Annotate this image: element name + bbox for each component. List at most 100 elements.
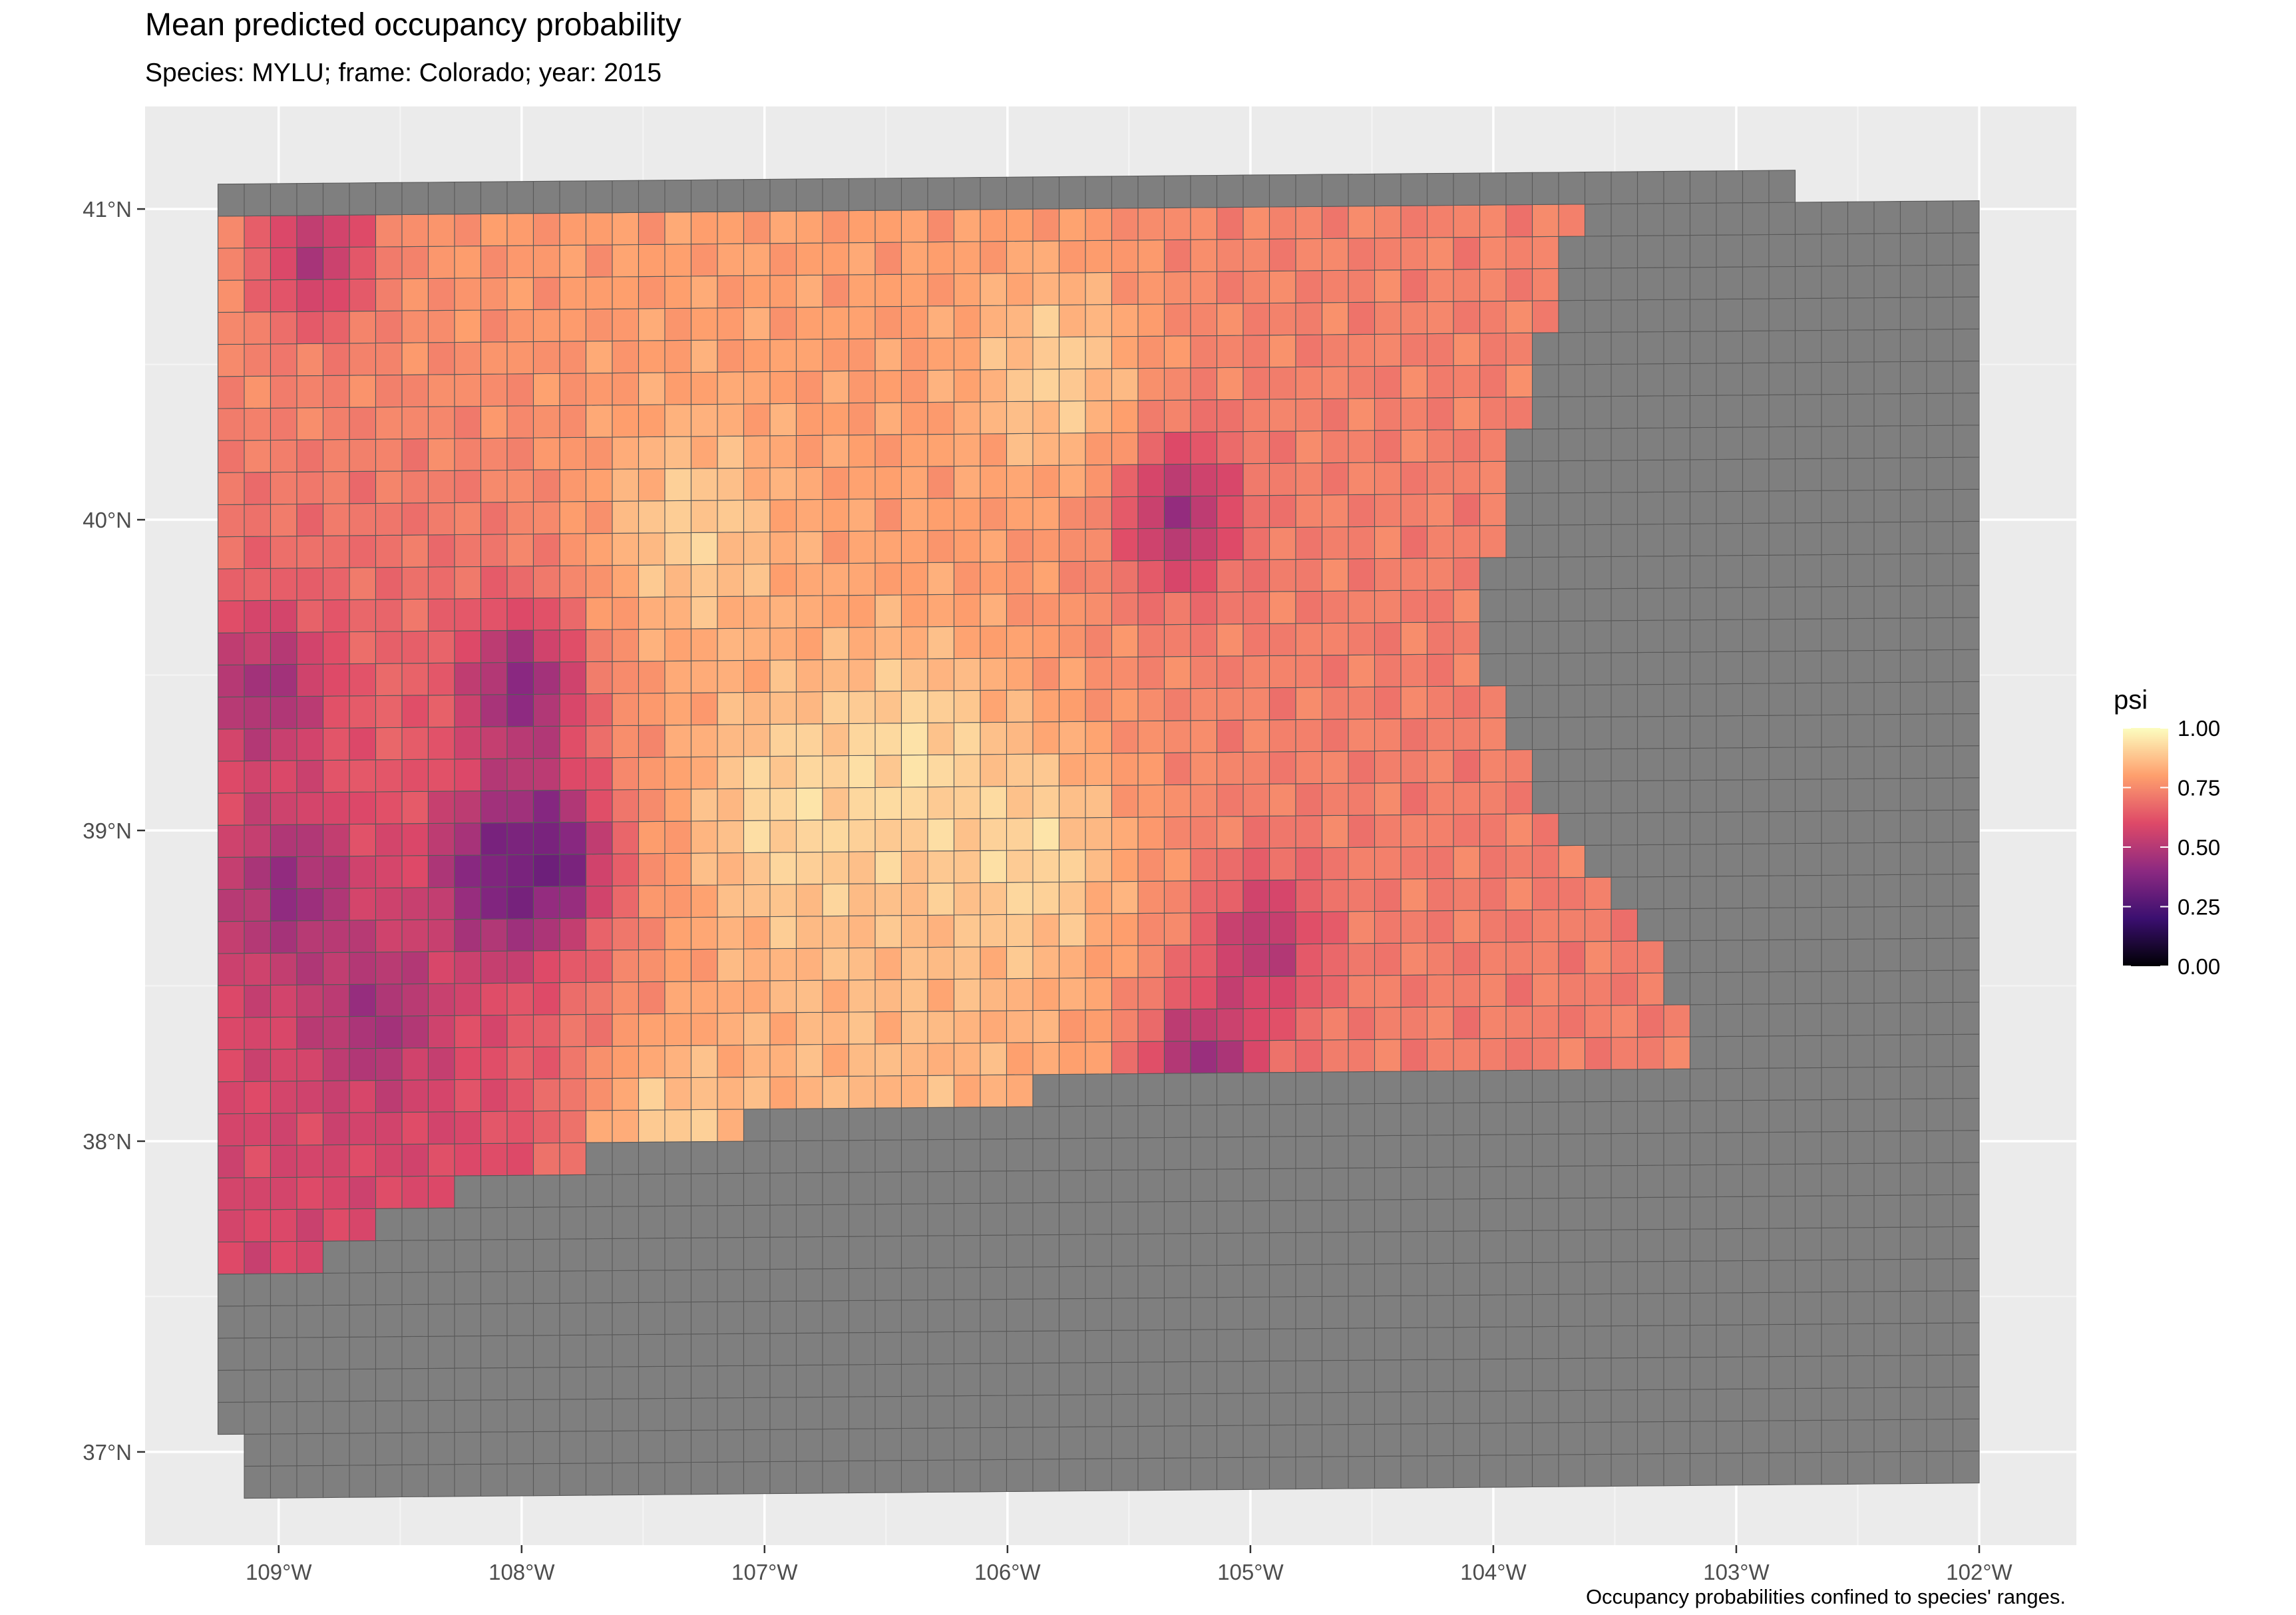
- out-of-range-cell: [900, 1332, 928, 1365]
- occupancy-cell: [769, 884, 797, 918]
- occupancy-cell: [322, 503, 350, 536]
- out-of-range-cell: [454, 1399, 482, 1433]
- occupancy-cell: [1006, 882, 1034, 915]
- occupancy-cell: [532, 341, 560, 375]
- out-of-range-cell: [1847, 1387, 1875, 1421]
- out-of-range-cell: [1768, 810, 1796, 844]
- out-of-range-cell: [1873, 1355, 1901, 1389]
- occupancy-cell: [244, 1209, 272, 1242]
- out-of-range-cell: [1006, 1170, 1034, 1204]
- occupancy-cell: [270, 663, 297, 697]
- occupancy-cell: [1348, 590, 1376, 624]
- out-of-range-cell: [1636, 748, 1664, 781]
- out-of-range-cell: [349, 1465, 377, 1498]
- occupancy-cell: [953, 850, 981, 884]
- out-of-range-cell: [1558, 268, 1586, 301]
- occupancy-cell: [664, 212, 692, 245]
- out-of-range-cell: [1716, 1003, 1744, 1037]
- out-of-range-cell: [559, 1399, 587, 1432]
- out-of-range-cell: [1768, 522, 1796, 556]
- out-of-range-cell: [1926, 1451, 1954, 1484]
- out-of-range-cell: [1768, 939, 1796, 973]
- out-of-range-cell: [1611, 299, 1638, 333]
- occupancy-cell: [900, 979, 928, 1012]
- out-of-range-cell: [506, 1335, 534, 1368]
- out-of-range-cell: [322, 1401, 350, 1434]
- occupancy-cell: [1295, 1039, 1323, 1073]
- out-of-range-cell: [1584, 1261, 1612, 1295]
- out-of-range-cell: [1058, 1458, 1086, 1492]
- out-of-range-cell: [612, 1141, 640, 1175]
- out-of-range-cell: [1689, 1453, 1717, 1486]
- out-of-range-cell: [743, 1268, 771, 1302]
- out-of-range-cell: [322, 1368, 350, 1402]
- occupancy-cell: [1243, 847, 1270, 881]
- occupancy-cell: [1243, 751, 1270, 785]
- out-of-range-cell: [270, 183, 297, 216]
- out-of-range-cell: [664, 1237, 692, 1271]
- out-of-range-cell: [638, 1173, 666, 1207]
- occupancy-cell: [1611, 972, 1638, 1006]
- occupancy-cell: [1558, 1037, 1586, 1071]
- occupancy-cell: [612, 629, 640, 662]
- out-of-range-cell: [664, 1397, 692, 1431]
- occupancy-cell: [1032, 369, 1060, 402]
- occupancy-cell: [1032, 561, 1060, 594]
- occupancy-cell: [1321, 206, 1349, 240]
- out-of-range-cell: [1689, 1228, 1717, 1262]
- occupancy-cell: [795, 531, 823, 564]
- out-of-range-cell: [769, 1204, 797, 1238]
- occupancy-cell: [244, 760, 272, 794]
- out-of-range-cell: [1321, 1456, 1349, 1489]
- occupancy-cell: [822, 787, 850, 820]
- out-of-range-cell: [1689, 523, 1717, 556]
- occupancy-cell: [1032, 496, 1060, 530]
- occupancy-cell: [1348, 846, 1376, 880]
- out-of-range-cell: [559, 1238, 587, 1272]
- occupancy-cell: [454, 1143, 482, 1176]
- out-of-range-cell: [1636, 331, 1664, 365]
- out-of-range-cell: [1873, 521, 1901, 555]
- occupancy-cell: [480, 341, 508, 375]
- occupancy-cell: [769, 627, 797, 661]
- occupancy-cell: [296, 471, 324, 505]
- out-of-range-cell: [1584, 1069, 1612, 1103]
- out-of-range-cell: [1821, 393, 1849, 427]
- occupancy-cell: [1295, 462, 1323, 496]
- out-of-range-cell: [690, 1173, 718, 1206]
- out-of-range-cell: [1243, 1072, 1270, 1105]
- occupancy-cell: [927, 241, 955, 275]
- out-of-range-cell: [1716, 490, 1744, 524]
- out-of-range-cell: [559, 1334, 587, 1368]
- out-of-range-cell: [1584, 299, 1612, 333]
- occupancy-cell: [401, 502, 429, 536]
- occupancy-cell: [1163, 303, 1191, 337]
- occupancy-cell: [1243, 559, 1270, 592]
- out-of-range-cell: [1400, 1359, 1428, 1393]
- occupancy-cell: [270, 824, 297, 858]
- out-of-range-cell: [1531, 332, 1559, 365]
- out-of-range-cell: [822, 1268, 850, 1302]
- out-of-range-cell: [848, 1332, 876, 1365]
- occupancy-cell: [1479, 1037, 1507, 1071]
- occupancy-cell: [1085, 368, 1113, 402]
- out-of-range-cell: [1268, 1168, 1296, 1201]
- out-of-range-cell: [1531, 492, 1559, 526]
- out-of-range-cell: [1952, 1001, 1980, 1035]
- out-of-range-cell: [1400, 1327, 1428, 1361]
- occupancy-cell: [743, 467, 771, 501]
- occupancy-cell: [244, 600, 272, 633]
- occupancy-cell: [585, 693, 613, 727]
- occupancy-cell: [1558, 1005, 1586, 1039]
- out-of-range-cell: [795, 1332, 823, 1366]
- occupancy-cell: [795, 466, 823, 500]
- occupancy-cell: [717, 499, 745, 533]
- occupancy-cell: [927, 690, 955, 723]
- occupancy-cell: [559, 212, 587, 246]
- occupancy-cell: [1505, 974, 1533, 1007]
- out-of-range-cell: [1742, 651, 1770, 684]
- occupancy-cell: [1163, 976, 1191, 1010]
- out-of-range-cell: [1873, 1098, 1901, 1132]
- out-of-range-cell: [1216, 1425, 1244, 1459]
- out-of-range-cell: [1926, 361, 1954, 394]
